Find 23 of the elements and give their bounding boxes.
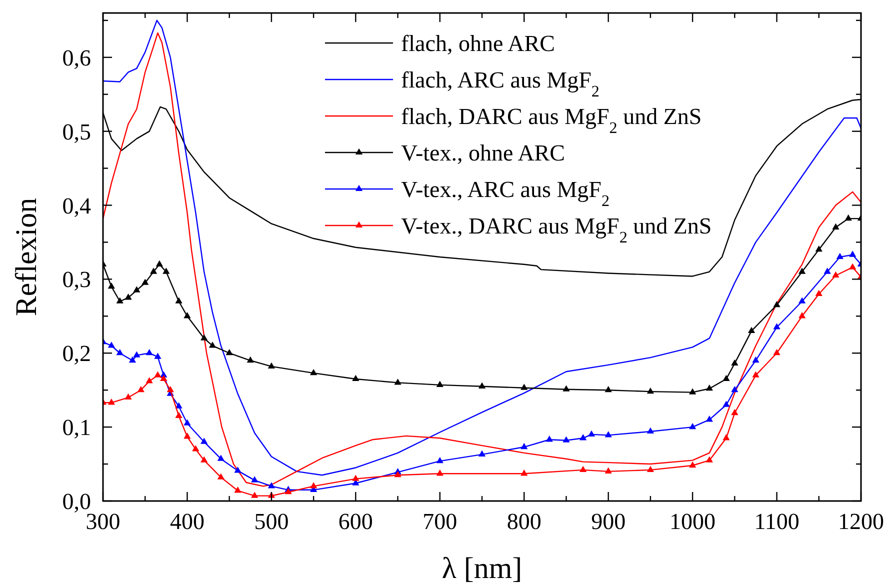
x-tick-label: 800 [506, 509, 542, 534]
legend-label: flach, ohne ARC [401, 31, 555, 56]
y-tick-label: 0,5 [62, 119, 91, 144]
y-tick-label: 0,1 [62, 415, 91, 440]
x-tick-label: 700 [422, 509, 458, 534]
legend-label: V-tex., ARC aus MgF$_{2}$ [401, 177, 610, 210]
y-tick-label: 0,3 [62, 267, 91, 292]
x-tick-label: 1100 [754, 509, 800, 534]
x-tick-label: 500 [254, 509, 289, 534]
x-tick-label: 1200 [838, 509, 884, 534]
x-tick-label: 600 [338, 509, 373, 534]
x-axis-title: λ [nm] [442, 552, 522, 585]
x-tick-label: 400 [170, 509, 204, 534]
legend-label: V-tex., DARC aus MgF$_{2}$ und ZnS [401, 214, 712, 246]
legend-label: V-tex., ohne ARC [401, 140, 565, 166]
legend-label: flach, DARC aus MgF$_{2}$ und ZnS [401, 104, 702, 137]
y-tick-label: 0,6 [62, 45, 91, 70]
y-tick-label: 0,2 [62, 341, 91, 366]
x-tick-label: 900 [591, 509, 626, 534]
y-tick-label: 0,4 [62, 193, 92, 218]
legend-label: flach, ARC aus MgF$_{2}$ [401, 68, 600, 100]
x-tick-label: 1000 [670, 509, 716, 534]
y-axis-title: Reflexion [10, 198, 43, 316]
